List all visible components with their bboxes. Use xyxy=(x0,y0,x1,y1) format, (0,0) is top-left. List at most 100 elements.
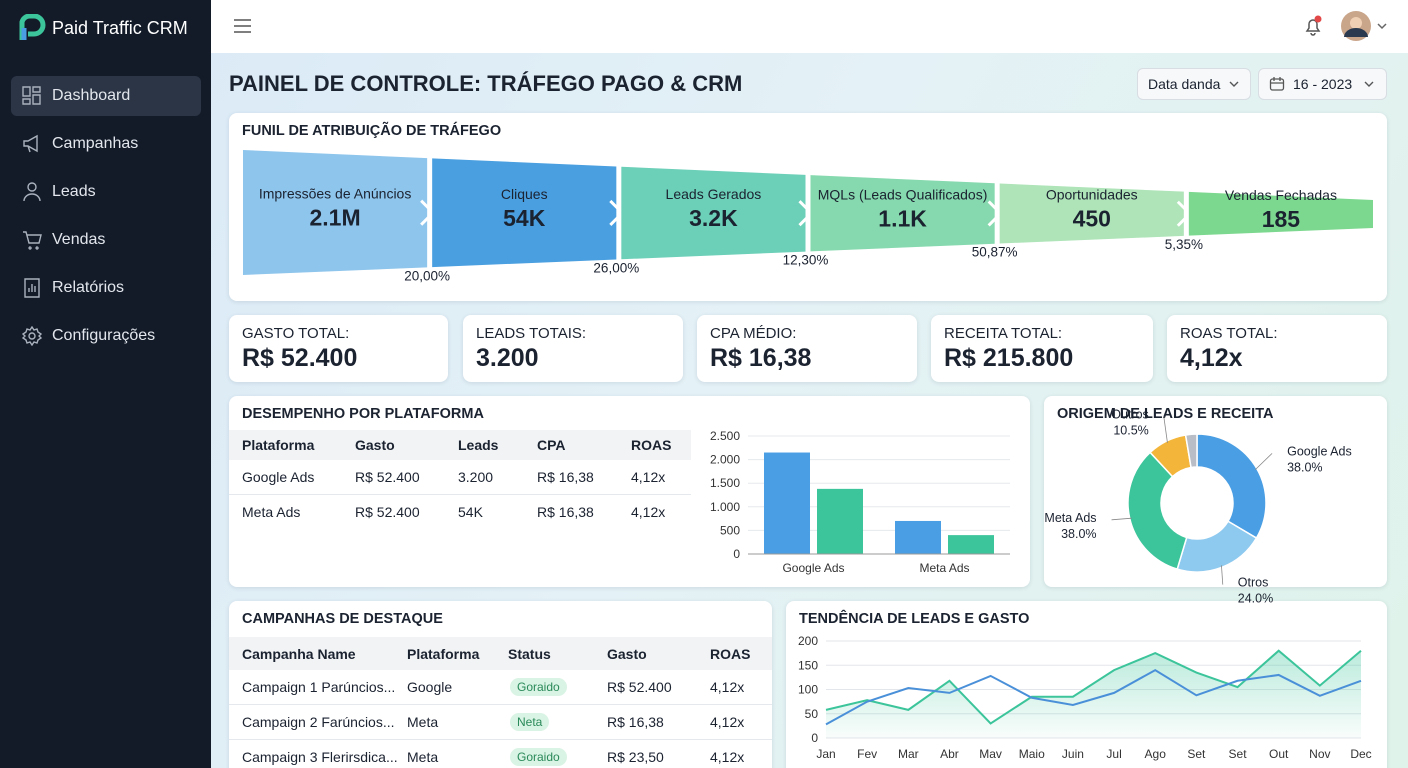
date-range[interactable]: 16 - 2023 xyxy=(1258,68,1387,100)
table-header: Gasto xyxy=(607,646,647,662)
date-filter-label: Data danda xyxy=(1148,76,1221,92)
table-cell: 4,12x xyxy=(710,749,745,765)
table-cell: 4,12x xyxy=(631,504,666,520)
kpi-card: LEADS TOTAIS: 3.200 xyxy=(463,315,683,382)
table-header: ROAS xyxy=(631,437,672,453)
table-cell: R$ 52.400 xyxy=(607,679,672,695)
card-title: TENDÊNCIA DE LEADS E GASTO xyxy=(799,611,1030,627)
table-cell: Campaign 1 Parúncios... xyxy=(242,679,396,695)
table-cell: R$ 16,38 xyxy=(537,504,594,520)
status-pill: Goraido xyxy=(510,748,567,766)
nav-label: Relatórios xyxy=(52,279,125,296)
table-cell: Meta Ads xyxy=(242,504,301,520)
nav-icon xyxy=(23,231,42,250)
table-cell: Google Ads xyxy=(242,469,315,485)
sidebar: Paid Traffic CRM Dashboard Campanhas Leads… xyxy=(0,0,211,768)
menu-button[interactable] xyxy=(233,18,253,34)
date-range-label: 16 - 2023 xyxy=(1293,76,1353,92)
card-title: DESEMPENHO POR PLATAFORMA xyxy=(242,406,484,422)
nav-label: Campanhas xyxy=(52,135,139,152)
nav-item[interactable]: Configurações xyxy=(11,316,201,356)
table-header: CPA xyxy=(537,437,566,453)
row-divider xyxy=(229,739,772,740)
nav-icon xyxy=(24,278,40,298)
kpi-value: R$ 52.400 xyxy=(242,344,358,372)
table-header: Plataforma xyxy=(242,437,315,453)
table-cell: R$ 52.400 xyxy=(355,469,420,485)
platform-card: DESEMPENHO POR PLATAFORMA Plataforma Gasto… xyxy=(229,396,1030,587)
kpi-label: LEADS TOTAIS: xyxy=(476,325,587,342)
icon-shape xyxy=(23,231,42,250)
date-filter[interactable]: Data danda xyxy=(1137,68,1251,100)
leads-origin-card: ORIGEM DE LEADS E RECEITA xyxy=(1044,396,1387,587)
row-divider xyxy=(229,494,691,495)
nav-item[interactable]: Campanhas xyxy=(11,124,201,164)
page-title: PAINEL DE CONTROLE: TRÁFEGO PAGO & CRM xyxy=(229,71,743,96)
status-pill: Goraido xyxy=(510,678,567,696)
kpi-card: GASTO TOTAL: R$ 52.400 xyxy=(229,315,448,382)
calendar-icon xyxy=(1269,77,1285,91)
table-cell: R$ 16,38 xyxy=(537,469,594,485)
table-cell: R$ 16,38 xyxy=(607,714,664,730)
icon-shape xyxy=(24,278,40,298)
table-cell: Campaign 2 Farúncios... xyxy=(242,714,395,730)
kpi-label: RECEITA TOTAL: xyxy=(944,325,1063,342)
chevron xyxy=(1364,81,1374,87)
table-cell: 3.200 xyxy=(458,469,494,485)
table-cell: Google xyxy=(407,679,453,695)
card-title: FUNIL DE ATRIBUIÇÃO DE TRÁFEGO xyxy=(242,123,502,139)
table-cell: R$ 52.400 xyxy=(355,504,420,520)
table-header: Plataforma xyxy=(407,646,480,662)
kpi-card: CPA MÉDIO: R$ 16,38 xyxy=(697,315,917,382)
table-header: ROAS xyxy=(710,646,751,662)
table-header-bg xyxy=(229,430,691,460)
nav-item[interactable]: Relatórios xyxy=(11,268,201,308)
kpi-value: 3.200 xyxy=(476,344,539,372)
table-header: Gasto xyxy=(355,437,395,453)
brand: Paid Traffic CRM xyxy=(52,18,188,38)
status-pill: Neta xyxy=(510,713,550,731)
row-divider xyxy=(229,704,772,705)
nav-icon xyxy=(23,134,38,153)
icon-shape xyxy=(22,86,41,105)
nav-label: Leads xyxy=(52,183,96,200)
nav-item[interactable]: Vendas xyxy=(11,220,201,260)
kpi-value: R$ 215.800 xyxy=(944,344,1074,372)
table-cell: Campaign 3 Flerirsdica... xyxy=(242,749,398,765)
table-header-bg xyxy=(229,637,772,670)
logo xyxy=(19,14,46,40)
notifications[interactable] xyxy=(1301,14,1325,38)
trend-card: TENDÊNCIA DE LEADS E GASTO xyxy=(786,601,1387,768)
kpi-value: R$ 16,38 xyxy=(710,344,812,372)
table-cell: 4,12x xyxy=(710,679,745,695)
nav-icon xyxy=(22,326,42,346)
table-cell: Meta xyxy=(407,749,439,765)
table-cell: R$ 23,50 xyxy=(607,749,664,765)
nav-item[interactable]: Dashboard xyxy=(11,76,201,116)
nav-label: Configurações xyxy=(52,327,156,344)
card-title: ORIGEM DE LEADS E RECEITA xyxy=(1057,406,1274,422)
nav-label: Vendas xyxy=(52,231,106,248)
table-cell: 4,12x xyxy=(631,469,666,485)
top-bar xyxy=(211,0,1408,53)
table-header: Campanha Name xyxy=(242,646,356,662)
icon-shape xyxy=(23,182,41,202)
nav-icon xyxy=(23,182,41,202)
table-header: Leads xyxy=(458,437,499,453)
kpi-card: RECEITA TOTAL: R$ 215.800 xyxy=(931,315,1153,382)
campaigns-card: CAMPANHAS DE DESTAQUE Campanha Name Plataf… xyxy=(229,601,772,768)
table-header: Status xyxy=(508,646,551,662)
nav-label: Dashboard xyxy=(52,87,131,104)
icon-shape xyxy=(23,134,38,153)
kpi-label: ROAS TOTAL: xyxy=(1180,325,1278,342)
card-title: CAMPANHAS DE DESTAQUE xyxy=(242,611,443,627)
chevron xyxy=(1229,81,1239,87)
kpi-label: CPA MÉDIO: xyxy=(710,325,797,342)
user-menu[interactable] xyxy=(1340,10,1388,42)
table-cell: 4,12x xyxy=(710,714,745,730)
kpi-label: GASTO TOTAL: xyxy=(242,325,350,342)
nav-item[interactable]: Leads xyxy=(11,172,201,212)
kpi-card: ROAS TOTAL: 4,12x xyxy=(1167,315,1387,382)
table-cell: Meta xyxy=(407,714,439,730)
